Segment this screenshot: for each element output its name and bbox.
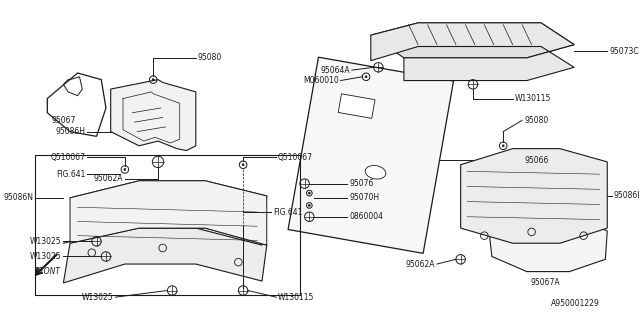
- Polygon shape: [489, 215, 607, 272]
- Text: Q510067: Q510067: [50, 153, 85, 162]
- Polygon shape: [371, 23, 574, 58]
- Text: 95080: 95080: [524, 116, 548, 125]
- Text: 95067: 95067: [51, 116, 76, 125]
- Text: W13025: W13025: [30, 237, 61, 246]
- Text: 95066: 95066: [524, 156, 548, 164]
- Text: W130115: W130115: [278, 293, 314, 302]
- Text: A950001229: A950001229: [550, 299, 599, 308]
- Text: 95070H: 95070H: [349, 193, 379, 202]
- Circle shape: [365, 76, 367, 78]
- Polygon shape: [461, 149, 607, 243]
- Text: 95076: 95076: [349, 179, 373, 188]
- Circle shape: [242, 164, 244, 166]
- Text: 0860004: 0860004: [349, 212, 383, 221]
- Polygon shape: [371, 23, 574, 81]
- Text: 95080: 95080: [198, 53, 222, 62]
- Text: 95086H: 95086H: [55, 127, 85, 136]
- Ellipse shape: [365, 165, 386, 179]
- Bar: [35, 155, 300, 295]
- Text: W130115: W130115: [515, 94, 551, 103]
- Polygon shape: [70, 181, 267, 245]
- Text: FRONT: FRONT: [35, 267, 60, 276]
- Polygon shape: [338, 94, 375, 118]
- Text: 95062A: 95062A: [406, 260, 435, 268]
- Text: Q510067: Q510067: [278, 153, 313, 162]
- Circle shape: [502, 145, 504, 147]
- Text: 95064A: 95064A: [321, 66, 350, 75]
- Polygon shape: [111, 80, 196, 150]
- Text: W13025: W13025: [30, 252, 61, 261]
- Polygon shape: [63, 228, 267, 283]
- Text: M060010: M060010: [303, 76, 339, 85]
- Text: W13025: W13025: [82, 293, 113, 302]
- Circle shape: [152, 79, 154, 81]
- Text: 95073C: 95073C: [609, 47, 639, 56]
- Text: 95067A: 95067A: [531, 278, 561, 287]
- Text: FIG.641: FIG.641: [273, 208, 303, 217]
- Text: 95062A: 95062A: [93, 174, 123, 183]
- Text: FIG.641: FIG.641: [56, 170, 85, 179]
- Text: 95086N: 95086N: [3, 193, 33, 202]
- Circle shape: [308, 192, 310, 194]
- Circle shape: [308, 204, 310, 206]
- Polygon shape: [288, 57, 454, 253]
- Circle shape: [124, 169, 126, 171]
- Text: 95086I: 95086I: [614, 191, 640, 200]
